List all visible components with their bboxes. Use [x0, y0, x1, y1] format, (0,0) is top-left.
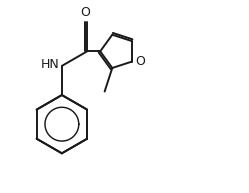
Text: O: O — [135, 55, 145, 68]
Text: HN: HN — [41, 58, 60, 71]
Text: O: O — [81, 6, 91, 19]
